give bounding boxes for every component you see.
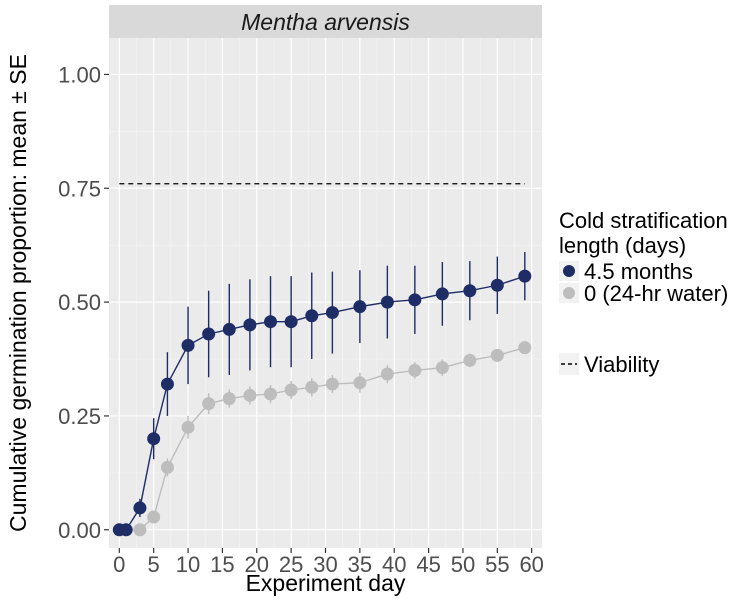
- x-tick-label-4: 20: [245, 552, 269, 577]
- x-tick-label-11: 55: [485, 552, 509, 577]
- data-marks: [112, 252, 532, 537]
- x-tick-label-6: 30: [313, 552, 337, 577]
- x-axis-label: Experiment day: [246, 570, 406, 596]
- y-tick-label-2: 0.50: [58, 290, 101, 315]
- data-point-0-10: [284, 315, 298, 329]
- data-point-1-2: [133, 523, 147, 537]
- data-point-0-19: [518, 269, 532, 283]
- data-point-1-3: [147, 510, 161, 524]
- data-point-1-7: [222, 392, 236, 406]
- data-point-0-11: [305, 309, 319, 323]
- x-tick-label-7: 35: [348, 552, 372, 577]
- data-point-0-14: [380, 295, 394, 309]
- legend-label-0-24hr-water: 0 (24-hr water): [584, 281, 728, 306]
- y-tick-label-3: 0.75: [58, 176, 101, 201]
- data-point-1-14: [380, 367, 394, 381]
- x-tick-label-8: 40: [382, 552, 406, 577]
- data-point-1-15: [408, 363, 422, 377]
- facet-strip: [109, 5, 542, 38]
- legend-label-4.5-months: 4.5 months: [584, 259, 693, 284]
- data-point-1-10: [284, 383, 298, 397]
- data-point-0-12: [325, 306, 339, 320]
- data-point-0-2: [133, 501, 147, 515]
- legend-title-line1: Cold stratification: [559, 208, 728, 233]
- data-point-1-5: [181, 420, 195, 434]
- x-tick-label-0: 0: [113, 552, 125, 577]
- data-point-1-4: [160, 460, 174, 474]
- data-point-0-17: [463, 284, 477, 298]
- data-point-1-9: [264, 387, 278, 401]
- data-point-1-8: [243, 388, 257, 402]
- data-point-0-5: [181, 338, 195, 352]
- x-tick-label-2: 10: [176, 552, 200, 577]
- data-point-1-12: [325, 377, 339, 391]
- x-tick-label-1: 5: [148, 552, 160, 577]
- legend-label-viability: Viability: [584, 352, 659, 377]
- data-point-0-13: [353, 300, 367, 314]
- legend-key-4.5-months: [563, 265, 575, 277]
- series-1: [112, 341, 532, 537]
- data-point-0-8: [243, 318, 257, 332]
- data-point-0-9: [264, 315, 278, 329]
- legend-key-0-24hr-water: [563, 287, 575, 299]
- data-point-1-13: [353, 376, 367, 390]
- x-tick-label-3: 15: [210, 552, 234, 577]
- data-point-0-16: [435, 287, 449, 301]
- y-tick-label-1: 0.25: [58, 404, 101, 429]
- data-point-1-6: [202, 397, 216, 411]
- x-tick-label-5: 25: [279, 552, 303, 577]
- y-tick-label-0: 0.00: [58, 518, 101, 543]
- data-point-0-6: [202, 327, 216, 341]
- series-0: [112, 252, 532, 537]
- data-point-1-16: [435, 361, 449, 375]
- data-point-1-18: [490, 348, 504, 362]
- axes: 0.00 0.25 0.50 0.75 1.00 0 5 10 15 20 25 30 35 40 45 50…: [58, 62, 544, 577]
- data-point-1-17: [463, 353, 477, 367]
- data-point-1-11: [305, 380, 319, 394]
- x-tick-label-10: 50: [451, 552, 475, 577]
- data-point-0-7: [222, 322, 236, 336]
- legend: Cold stratification length (days) 4.5 mo…: [559, 208, 728, 377]
- data-point-0-18: [490, 278, 504, 292]
- data-point-0-4: [160, 377, 174, 391]
- chart-title: Mentha arvensis: [241, 9, 410, 35]
- y-tick-label-4: 1.00: [58, 62, 101, 87]
- x-tick-label-9: 45: [416, 552, 440, 577]
- data-point-1-19: [518, 341, 532, 355]
- x-tick-label-12: 60: [519, 552, 543, 577]
- y-axis-label: Cumulative germination proportion: mean …: [5, 54, 31, 532]
- data-point-0-1: [119, 523, 133, 537]
- data-point-0-3: [147, 432, 161, 446]
- legend-title-line2: length (days): [559, 233, 686, 258]
- data-point-0-15: [408, 293, 422, 307]
